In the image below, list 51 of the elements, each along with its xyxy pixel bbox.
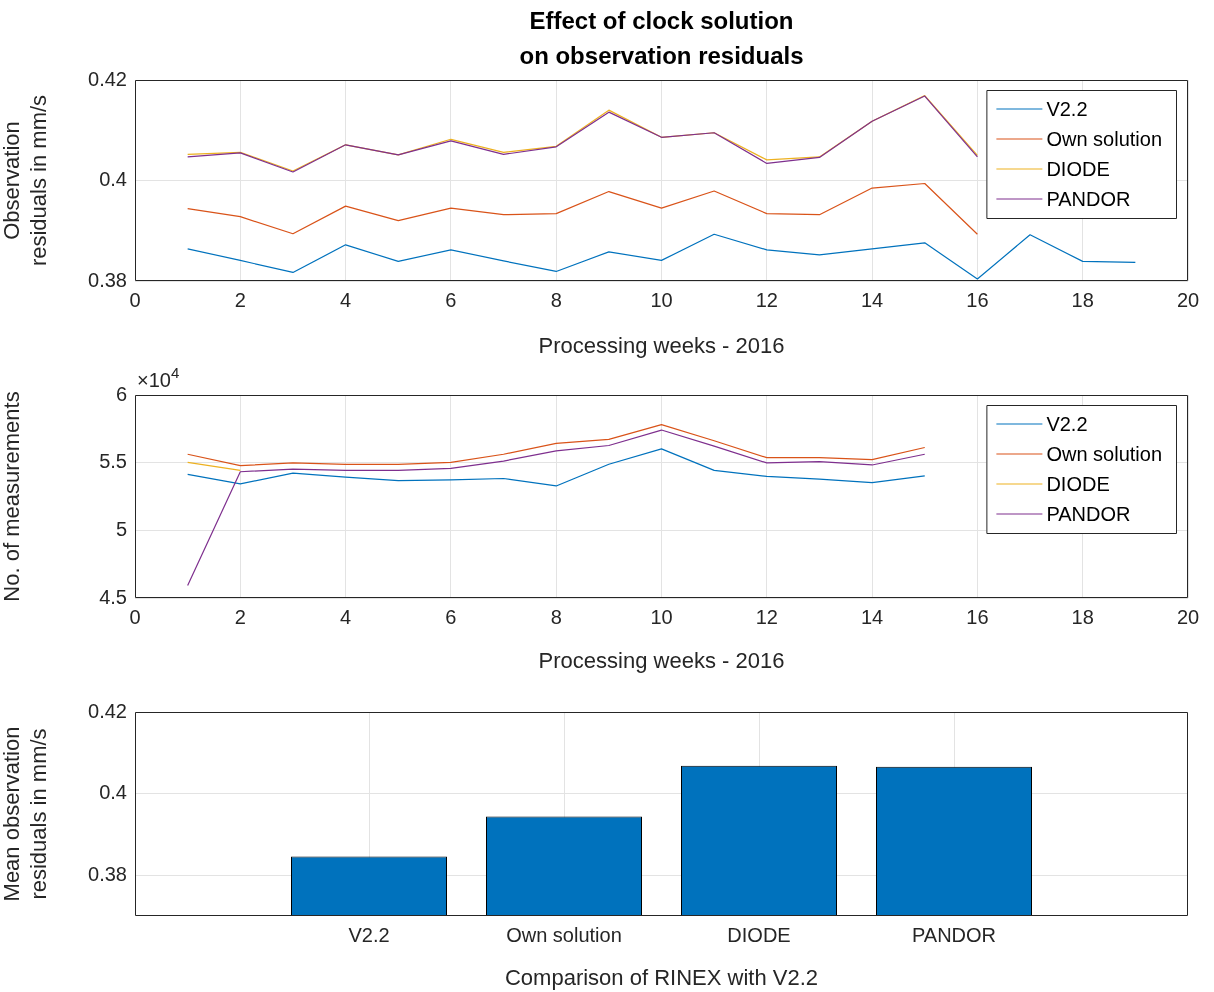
y-tick-label: 0.38 xyxy=(88,268,127,291)
legend-label: V2.2 xyxy=(1046,97,1088,120)
x-tick-label: 12 xyxy=(755,288,778,311)
legend-label: PANDOR xyxy=(1046,187,1131,210)
x-tick-label: 14 xyxy=(860,605,884,628)
x-tick-label: Own solution xyxy=(506,923,622,946)
y-tick-label: 6 xyxy=(115,382,127,405)
x-tick-label: 20 xyxy=(1176,605,1200,628)
x-tick-label: 12 xyxy=(755,605,778,628)
x-tick-label: 2 xyxy=(234,605,246,628)
y-tick-label: 0.38 xyxy=(88,862,127,885)
x-tick-label: 10 xyxy=(650,288,673,311)
x-tick-label: DIODE xyxy=(727,923,791,946)
x-tick-label: 20 xyxy=(1176,288,1200,311)
x-tick-label: 16 xyxy=(966,288,989,311)
legend-label: Own solution xyxy=(1046,442,1163,465)
y-tick-label: 0.4 xyxy=(99,781,127,804)
x-tick-label: 6 xyxy=(445,288,457,311)
x-tick-label: 8 xyxy=(550,605,562,628)
x-tick-label: 0 xyxy=(129,605,141,628)
y-axis-title: Observation residuals in mm/s xyxy=(0,94,51,267)
x-tick-label: 14 xyxy=(860,288,884,311)
x-axis-title: Comparison of RINEX with V2.2 xyxy=(504,964,819,990)
x-tick-label: 8 xyxy=(550,288,562,311)
x-tick-label: V2.2 xyxy=(348,923,390,946)
x-tick-label: 6 xyxy=(445,605,457,628)
x-tick-label: 18 xyxy=(1071,605,1094,628)
y-tick-label: 5.5 xyxy=(99,450,127,473)
y-tick-label: 4.5 xyxy=(99,585,127,608)
x-tick-label: 18 xyxy=(1071,288,1094,311)
y-axis-title: No. of measurements xyxy=(0,391,25,602)
x-tick-label: 2 xyxy=(234,288,246,311)
x-tick-label: 4 xyxy=(340,605,352,628)
y-tick-label: 0.42 xyxy=(88,699,127,722)
legend-label: DIODE xyxy=(1046,472,1110,495)
x-tick-label: 4 xyxy=(340,288,352,311)
y-axis-title: Mean observation residuals in mm/s xyxy=(0,726,51,902)
legend-label: V2.2 xyxy=(1046,412,1088,435)
y-tick-label: 0.4 xyxy=(99,168,127,191)
x-tick-label: 16 xyxy=(966,605,989,628)
x-tick-label: PANDOR xyxy=(911,923,997,946)
x-tick-label: 0 xyxy=(129,288,141,311)
x-tick-label: 10 xyxy=(650,605,673,628)
legend-label: DIODE xyxy=(1046,157,1110,180)
x-axis-title: Processing weeks - 2016 xyxy=(538,332,785,358)
y-tick-label: 5 xyxy=(115,517,127,540)
legend-label: PANDOR xyxy=(1046,502,1131,525)
y-tick-label: 0.42 xyxy=(88,67,127,90)
x-axis-title: Processing weeks - 2016 xyxy=(538,647,785,673)
chart-title: Effect of clock solution on observation residuals xyxy=(519,6,804,69)
legend-label: Own solution xyxy=(1046,127,1163,150)
